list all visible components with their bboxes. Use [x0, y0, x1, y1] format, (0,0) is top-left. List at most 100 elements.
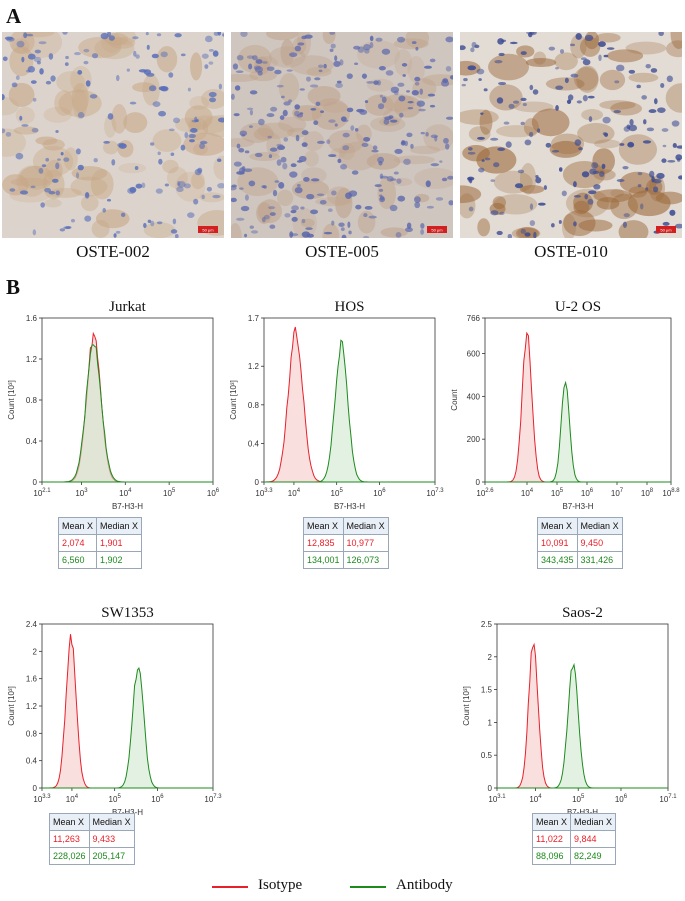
cell-nucleus	[299, 88, 305, 91]
cell-nucleus	[503, 121, 510, 125]
cell-nucleus	[89, 94, 98, 99]
tissue-blob	[327, 129, 365, 154]
cell-nucleus	[414, 81, 420, 86]
tissue-blob	[290, 55, 334, 76]
micro-svg: 50 μm	[460, 32, 682, 238]
cell-nucleus	[361, 142, 369, 147]
cell-nucleus	[346, 73, 353, 80]
tissue-blob	[581, 109, 604, 121]
cell-nucleus	[551, 223, 555, 228]
tissue-blob	[20, 32, 63, 58]
cell-nucleus	[622, 165, 629, 170]
cell-nucleus	[63, 226, 71, 230]
cell-nucleus	[364, 100, 369, 104]
cell-nucleus	[520, 228, 526, 234]
cell-nucleus	[118, 143, 127, 149]
cell-nucleus	[168, 128, 175, 132]
cell-nucleus	[32, 229, 37, 236]
stats-mean-cell: 134,001	[303, 551, 344, 569]
cell-nucleus	[445, 66, 452, 72]
stats-mean-cell: 12,835	[303, 534, 344, 552]
cell-nucleus	[420, 229, 425, 235]
cell-nucleus	[11, 82, 18, 88]
cell-nucleus	[45, 157, 50, 162]
cell-nucleus	[575, 33, 582, 40]
cell-nucleus	[653, 186, 659, 193]
cell-nucleus	[429, 58, 436, 63]
tissue-blob	[95, 209, 130, 229]
x-tick-label: 105	[331, 488, 344, 498]
cell-nucleus	[32, 97, 37, 102]
antibody-curve	[264, 339, 435, 483]
stats-median-cell: 9,433	[88, 830, 135, 848]
tissue-blob	[525, 57, 557, 68]
y-axis-label: Count	[450, 389, 459, 411]
cell-nucleus	[146, 44, 150, 50]
tissue-blob	[48, 188, 82, 198]
x-axis-label: B7-H3-H	[567, 808, 598, 817]
cell-nucleus	[537, 128, 541, 133]
cell-nucleus	[115, 74, 120, 82]
cell-nucleus	[301, 35, 307, 40]
stats-median-cell: Median X	[576, 517, 623, 535]
cell-nucleus	[675, 154, 682, 161]
cell-nucleus	[318, 69, 323, 73]
y-tick-label: 600	[467, 350, 481, 359]
cell-nucleus	[498, 52, 505, 57]
histogram-sw1353: SW1353 0 0.4 0.8 1.2 1.6 2 2.4 Count [10³] 103.3 1…	[0, 604, 225, 819]
cell-nucleus	[448, 200, 453, 206]
tissue-blob	[593, 139, 621, 149]
cell-nucleus	[150, 142, 155, 146]
cell-nucleus	[25, 33, 34, 37]
cell-nucleus	[290, 209, 297, 214]
y-tick-label: 1.2	[26, 355, 38, 364]
cell-nucleus	[83, 60, 89, 65]
cell-nucleus	[354, 62, 359, 66]
stats-table: Mean X Median X 11,263 9,433 228,026 205,147	[49, 813, 135, 865]
cell-nucleus	[513, 100, 520, 104]
cell-nucleus	[231, 184, 237, 188]
histogram-svg: Saos-2 0 0.5 1 1.5 2 2.5 Count [10³] 103.1 104 105…	[462, 605, 677, 817]
cell-nucleus	[291, 216, 298, 222]
cell-nucleus	[9, 188, 16, 192]
cell-nucleus	[402, 74, 406, 77]
cell-nucleus	[126, 68, 130, 72]
scale-bar	[198, 226, 218, 233]
cell-nucleus	[50, 75, 56, 82]
cell-nucleus	[372, 145, 378, 151]
plot-area	[41, 317, 214, 483]
cell-nucleus	[48, 53, 54, 60]
cell-nucleus	[369, 42, 374, 49]
cell-nucleus	[315, 101, 321, 106]
cell-nucleus	[279, 115, 285, 120]
cell-nucleus	[70, 218, 76, 223]
tissue-blob	[111, 104, 128, 134]
cell-nucleus	[208, 91, 217, 98]
cell-nucleus	[48, 191, 56, 195]
stats-median-cell: 82,249	[570, 847, 617, 865]
cell-nucleus	[576, 100, 582, 104]
cell-nucleus	[336, 80, 342, 84]
cell-nucleus	[77, 164, 84, 171]
cell-nucleus	[364, 205, 373, 210]
cell-nucleus	[381, 48, 391, 55]
cell-nucleus	[62, 32, 68, 35]
cell-nucleus	[27, 53, 36, 60]
x-tick-label: 103.1	[488, 794, 506, 804]
tissue-blob	[213, 155, 224, 180]
stats-header-row: Mean X Median X	[531, 813, 617, 831]
x-tick-label: 104	[521, 488, 534, 498]
tissue-blob	[414, 167, 453, 189]
cell-nucleus	[570, 73, 579, 78]
cell-nucleus	[206, 186, 212, 192]
tissue-blob	[304, 150, 319, 167]
micrograph-caption: OSTE-005	[305, 242, 379, 261]
y-tick-label: 1.6	[26, 314, 38, 323]
x-tick-label: 107.1	[659, 794, 677, 804]
cell-nucleus	[662, 144, 667, 148]
cell-nucleus	[559, 49, 565, 54]
cell-nucleus	[164, 183, 169, 187]
cell-nucleus	[567, 94, 574, 101]
panel-b-label: B	[6, 275, 21, 299]
cell-nucleus	[669, 209, 676, 216]
